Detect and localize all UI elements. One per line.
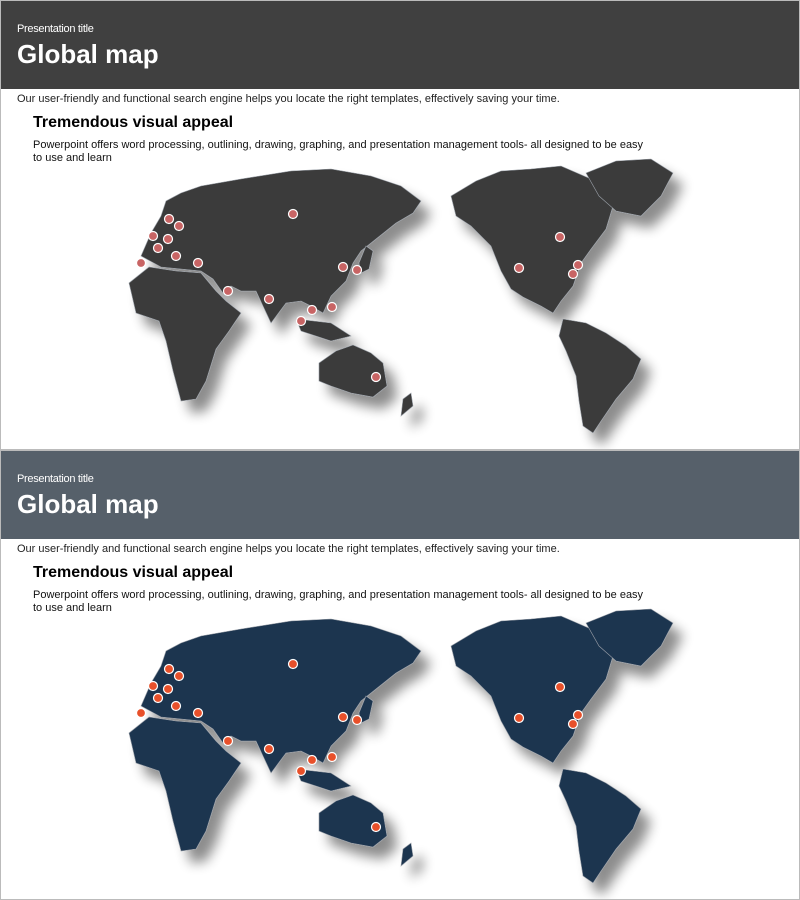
continent-japan: [358, 695, 374, 724]
location-marker[interactable]: [326, 301, 338, 313]
presentation-subtitle: Presentation title: [17, 23, 94, 35]
continent-seasia: [295, 318, 352, 342]
location-marker[interactable]: [337, 261, 349, 273]
continent-japan: [358, 245, 374, 274]
continent-australia: [318, 794, 388, 848]
location-marker[interactable]: [351, 264, 363, 276]
continent-southamerica: [558, 318, 642, 434]
location-marker[interactable]: [263, 743, 275, 755]
continent-newzealand: [400, 842, 414, 867]
slide-header: Presentation title Global map: [1, 1, 799, 89]
slide-description: Our user-friendly and functional search …: [17, 543, 560, 555]
presentation-subtitle: Presentation title: [17, 473, 94, 485]
location-marker[interactable]: [554, 231, 566, 243]
location-marker[interactable]: [306, 754, 318, 766]
location-marker[interactable]: [287, 208, 299, 220]
location-marker[interactable]: [173, 220, 185, 232]
continent-seasia: [295, 768, 352, 792]
location-marker[interactable]: [222, 285, 234, 297]
location-marker[interactable]: [513, 262, 525, 274]
land-group: [128, 158, 674, 434]
slide-header: Presentation title Global map: [1, 451, 799, 539]
location-marker[interactable]: [287, 658, 299, 670]
location-marker[interactable]: [263, 293, 275, 305]
location-marker[interactable]: [170, 700, 182, 712]
location-marker[interactable]: [370, 371, 382, 383]
location-marker[interactable]: [351, 714, 363, 726]
slide-gray: Presentation title Global map Our user-f…: [0, 0, 800, 450]
section-body: Powerpoint offers word processing, outli…: [33, 139, 644, 164]
location-marker[interactable]: [163, 213, 175, 225]
location-marker[interactable]: [162, 233, 174, 245]
continent-africa: [128, 266, 242, 402]
slide-navy: Presentation title Global map Our user-f…: [0, 450, 800, 900]
location-marker[interactable]: [567, 718, 579, 730]
location-marker[interactable]: [326, 751, 338, 763]
location-marker[interactable]: [147, 680, 159, 692]
location-marker[interactable]: [572, 709, 584, 721]
continent-northamerica: [450, 615, 617, 764]
location-marker[interactable]: [135, 707, 147, 719]
location-marker[interactable]: [295, 765, 307, 777]
location-marker[interactable]: [152, 242, 164, 254]
location-marker[interactable]: [173, 670, 185, 682]
world-map: [128, 608, 674, 884]
location-marker[interactable]: [513, 712, 525, 724]
land-group: [128, 608, 674, 884]
continent-australia: [318, 344, 388, 398]
location-marker[interactable]: [370, 821, 382, 833]
section-body: Powerpoint offers word processing, outli…: [33, 589, 644, 614]
slide-title: Global map: [17, 489, 159, 519]
slide-title: Global map: [17, 39, 159, 69]
continent-africa: [128, 716, 242, 852]
location-marker[interactable]: [295, 315, 307, 327]
continent-newzealand: [400, 392, 414, 417]
continent-greenland: [585, 158, 674, 217]
location-marker[interactable]: [337, 711, 349, 723]
continent-northamerica: [450, 165, 617, 314]
world-map: [128, 158, 674, 434]
location-marker[interactable]: [554, 681, 566, 693]
section-heading: Tremendous visual appeal: [33, 564, 234, 581]
location-marker[interactable]: [162, 683, 174, 695]
location-marker[interactable]: [135, 257, 147, 269]
location-marker[interactable]: [567, 268, 579, 280]
continent-greenland: [585, 608, 674, 667]
slide-description: Our user-friendly and functional search …: [17, 93, 560, 105]
location-marker[interactable]: [163, 663, 175, 675]
location-marker[interactable]: [572, 259, 584, 271]
location-marker[interactable]: [152, 692, 164, 704]
location-marker[interactable]: [147, 230, 159, 242]
location-marker[interactable]: [192, 707, 204, 719]
location-marker[interactable]: [170, 250, 182, 262]
continent-southamerica: [558, 768, 642, 884]
location-marker[interactable]: [306, 304, 318, 316]
location-marker[interactable]: [222, 735, 234, 747]
section-heading: Tremendous visual appeal: [33, 114, 234, 131]
location-marker[interactable]: [192, 257, 204, 269]
